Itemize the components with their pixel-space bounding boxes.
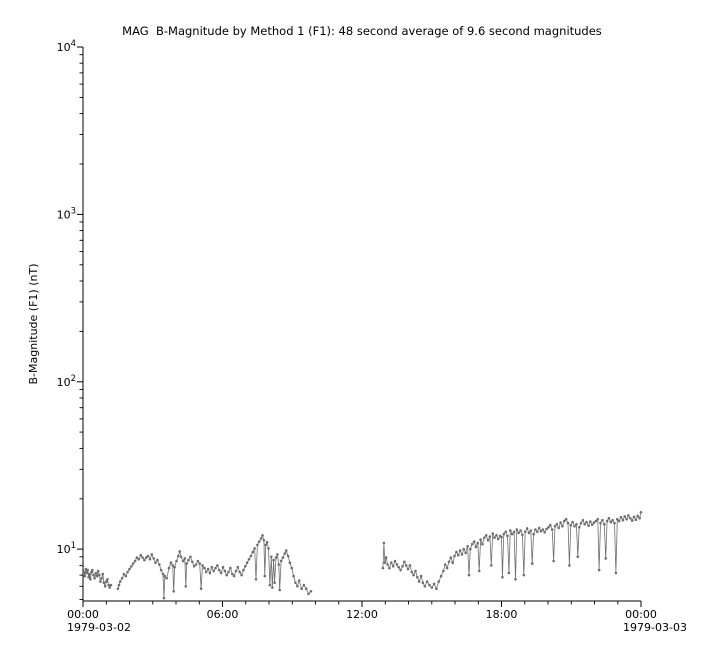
axes [82,47,641,602]
svg-text:06:00: 06:00 [207,608,239,621]
y-axis: 101 102 103 104 [57,39,83,600]
svg-text:104: 104 [57,39,76,54]
x-axis: 00:00 06:00 12:00 18:00 00:00 [67,601,657,621]
svg-text:00:00: 00:00 [625,608,657,621]
svg-text:102: 102 [57,374,76,389]
svg-text:18:00: 18:00 [486,608,518,621]
x-end-date-label: 1979-03-03 [623,621,687,634]
svg-text:103: 103 [57,206,76,221]
y-axis-label: B-Magnitude (F1) (nT) [27,264,40,385]
chart-title: MAG B-Magnitude by Method 1 (F1): 48 sec… [122,24,602,38]
x-start-date-label: 1979-03-02 [67,621,131,634]
plot-area: 00:00 06:00 12:00 18:00 00:00 101 102 103 104 [57,39,657,621]
svg-text:101: 101 [57,541,76,556]
svg-text:00:00: 00:00 [67,608,99,621]
data-series [81,511,643,600]
svg-text:12:00: 12:00 [346,608,378,621]
